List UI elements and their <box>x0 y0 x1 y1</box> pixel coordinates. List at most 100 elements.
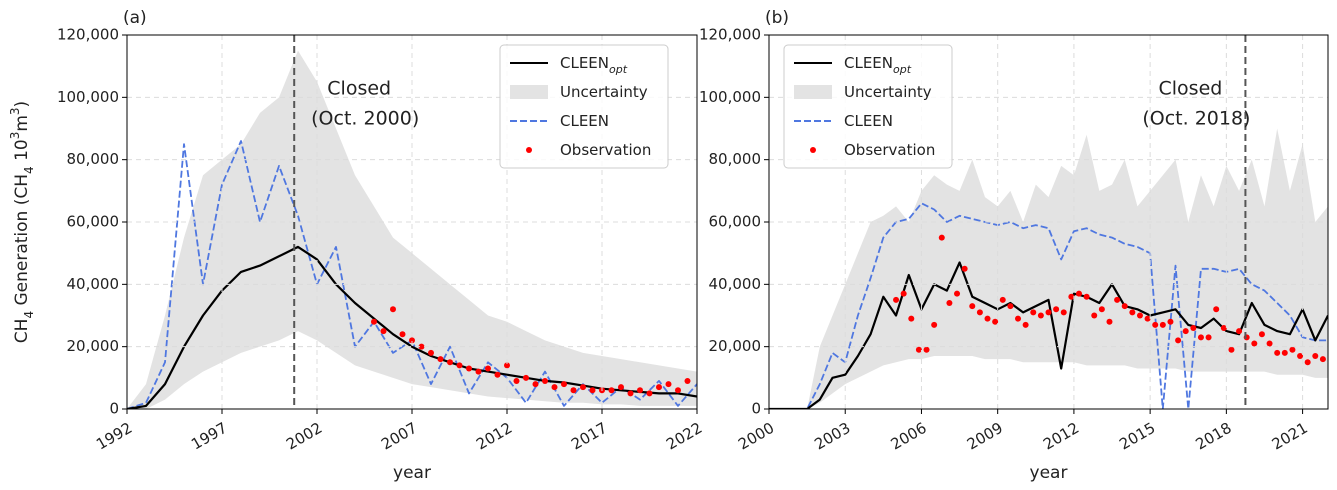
y-tick-label: 40,000 <box>67 275 120 293</box>
y-axis-label-part: 10 <box>12 139 32 166</box>
legend-label: CLEENopt <box>560 54 628 76</box>
panel-label: (b) <box>765 8 789 28</box>
y-tick-label: 0 <box>751 400 761 418</box>
x-axis-label: year <box>393 463 431 483</box>
observation-point <box>908 315 915 322</box>
observation-point <box>1083 293 1090 300</box>
x-tick-label: 2015 <box>1116 419 1158 454</box>
observation-point <box>1190 324 1197 331</box>
closure-label: Closed <box>1159 78 1223 100</box>
legend-name-sub: opt <box>609 63 628 76</box>
observation-point <box>999 296 1006 303</box>
observation-point <box>589 387 596 394</box>
x-tick-label: 2009 <box>964 419 1006 454</box>
observation-point <box>1053 306 1060 313</box>
legend-name: Observation <box>560 141 651 159</box>
observation-point <box>1236 328 1243 335</box>
observation-point <box>399 331 406 338</box>
observation-point <box>1136 312 1143 319</box>
observation-point <box>1091 312 1098 319</box>
observation-point <box>637 387 643 394</box>
observation-point <box>371 318 377 325</box>
observation-point <box>954 290 961 297</box>
y-tick-label: 0 <box>109 400 119 418</box>
observation-point <box>1098 306 1105 313</box>
x-tick-label: 2017 <box>568 419 610 454</box>
observation-point <box>380 328 387 335</box>
y-axis-label-part: m <box>12 115 32 132</box>
legend-label: CLEEN <box>844 112 893 130</box>
uncertainty-band <box>769 128 1328 409</box>
observation-point <box>1258 331 1265 338</box>
observation-point <box>1106 318 1113 325</box>
x-tick-label: 2006 <box>888 419 930 454</box>
y-tick-label: 40,000 <box>709 275 762 293</box>
observation-point <box>551 384 558 391</box>
plot-area <box>769 128 1328 409</box>
legend-name: Uncertainty <box>844 83 932 101</box>
legend-name: CLEEN <box>844 54 893 72</box>
y-axis-label-part: 3 <box>8 107 22 115</box>
observation-point <box>1297 353 1304 360</box>
x-tick-label: 2021 <box>1269 419 1311 454</box>
observation-point <box>1030 309 1037 316</box>
observation-point <box>961 265 968 272</box>
observation-point <box>504 362 510 369</box>
observation-point <box>561 381 567 388</box>
legend-swatch <box>810 147 816 153</box>
x-tick-label: 2002 <box>283 419 325 454</box>
observation-point <box>532 381 539 388</box>
observation-point <box>437 356 444 363</box>
observation-point <box>1045 309 1052 316</box>
observation-point <box>1182 328 1189 335</box>
y-axis-label-part: 4 <box>22 311 36 319</box>
observation-point <box>523 374 529 381</box>
observation-point <box>475 368 482 375</box>
observation-point <box>665 381 672 388</box>
observation-point <box>915 346 922 353</box>
axes-frame <box>126 34 698 410</box>
x-tick-label: 2018 <box>1193 419 1235 454</box>
observation-point <box>1220 324 1227 331</box>
observation-point <box>447 359 453 366</box>
legend-swatch <box>510 85 548 99</box>
legend-label: Uncertainty <box>560 83 648 101</box>
x-tick-label: 1992 <box>93 419 135 454</box>
y-axis-label-part: CH <box>12 319 32 344</box>
legend-label: CLEENopt <box>844 54 912 76</box>
y-tick-label: 80,000 <box>709 150 762 168</box>
legend-label: Observation <box>844 141 935 159</box>
observation-point <box>684 377 691 384</box>
series-line <box>769 261 1328 409</box>
legend-swatch <box>794 85 832 99</box>
y-tick-label: 20,000 <box>709 337 762 355</box>
observation-point <box>570 387 577 394</box>
observation-point <box>513 377 520 384</box>
legend-name: CLEEN <box>560 54 609 72</box>
observation-point <box>1007 303 1014 310</box>
closure-label: (Oct. 2000) <box>311 108 419 130</box>
y-axis-label-part: Generation (CH <box>12 174 32 311</box>
observation-point <box>1129 309 1136 316</box>
panel-label: (a) <box>123 8 147 28</box>
y-tick-label: 100,000 <box>699 88 761 106</box>
observation-point <box>580 384 586 391</box>
observation-point <box>1251 340 1258 347</box>
y-tick-label: 20,000 <box>67 337 120 355</box>
y-axis-label-part: ) <box>12 101 32 108</box>
observation-point <box>1159 321 1166 328</box>
y-tick-label: 80,000 <box>67 150 120 168</box>
observation-point <box>976 309 983 316</box>
observation-point <box>1312 353 1319 360</box>
observation-point <box>1289 346 1296 353</box>
observation-point <box>1068 293 1075 300</box>
uncertainty-band <box>127 50 697 409</box>
y-tick-label: 120,000 <box>57 26 119 44</box>
observation-point <box>1144 315 1151 322</box>
observation-point <box>428 349 434 356</box>
y-axis-label-part: 3 <box>8 132 22 140</box>
x-tick-label: 2003 <box>811 419 853 454</box>
observation-point <box>1197 334 1204 341</box>
observation-point <box>1281 349 1288 356</box>
